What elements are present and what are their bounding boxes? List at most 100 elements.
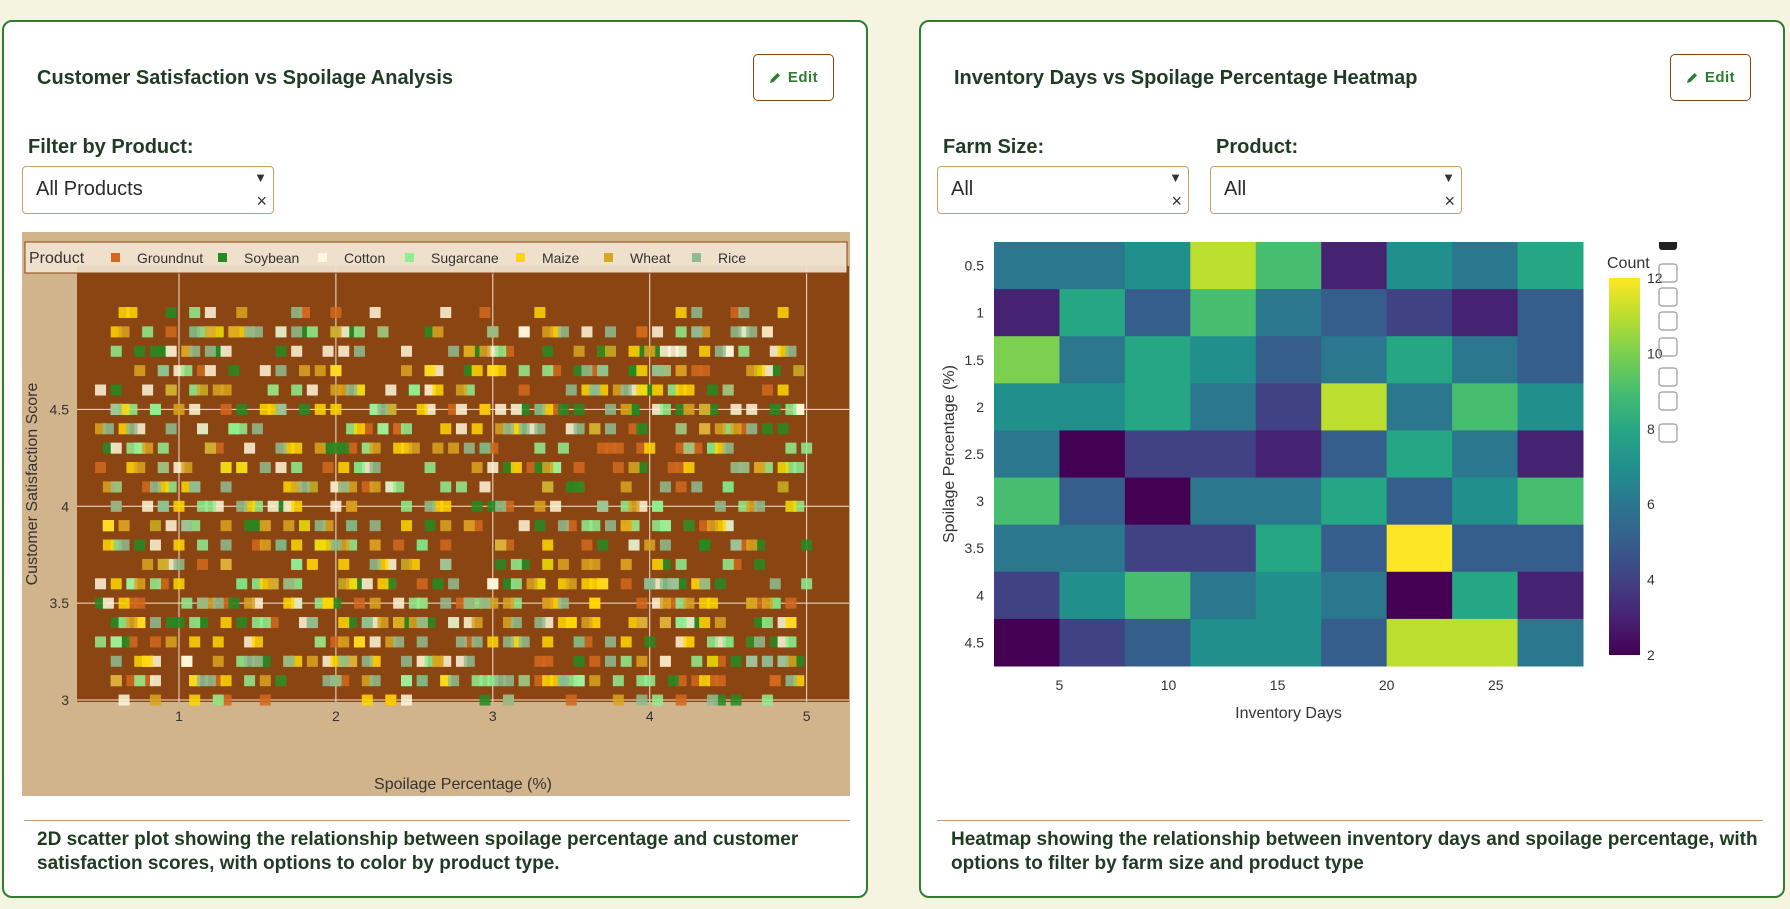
zoom-out-icon[interactable] [1658,287,1678,307]
scatter-point [510,636,522,648]
chevron-down-icon[interactable]: ▼ [254,170,267,185]
farm-size-select[interactable]: All ▼ × [937,166,1189,214]
scatter-point [659,578,671,590]
scatter-point [597,442,609,454]
scatter-point [471,520,483,532]
scatter-x-tick-label: 3 [489,708,497,724]
scatter-point [510,558,522,570]
heatmap-cell [1386,477,1453,526]
scatter-point [220,617,232,629]
scatter-point [361,462,373,474]
scatter-point [730,326,742,338]
scatter-point [557,578,569,590]
product-filter-select[interactable]: All Products ▼ × [22,166,274,214]
scatter-point [110,481,122,493]
scatter-point [197,326,209,338]
scatter-point [251,597,263,609]
scatter-point [463,384,475,396]
scatter-point [189,481,201,493]
scatter-point [628,539,640,551]
scatter-point [597,365,609,377]
reset-axes-icon[interactable] [1658,337,1678,357]
scatter-legend-swatch [405,253,414,262]
scatter-point [197,423,209,435]
chevron-down-icon[interactable]: ▼ [1442,170,1455,185]
scatter-point [95,636,107,648]
scatter-point [769,365,781,377]
scatter-point [228,597,240,609]
zoom-icon[interactable] [1658,367,1678,387]
scatter-point [181,462,193,474]
scatter-point [338,675,350,687]
product-select[interactable]: All ▼ × [1210,166,1462,214]
scatter-point [471,617,483,629]
clear-icon[interactable]: × [256,191,267,211]
scatter-point [173,365,185,377]
scatter-point [503,500,515,512]
scatter-point [644,578,656,590]
scatter-point [448,675,460,687]
scatter-point [644,384,656,396]
scatter-point [518,520,530,532]
scatter-point [236,326,248,338]
scatter-point [722,442,734,454]
scatter-point [542,655,554,667]
scatter-point [714,694,726,706]
scatter-point [471,423,483,435]
scatter-point [440,520,452,532]
scatter-point [236,578,248,590]
scatter-point [589,655,601,667]
scatter-point [306,481,318,493]
scatter-point [440,558,452,570]
scatter-point [636,384,648,396]
scatter-point [573,675,585,687]
scatter-point [659,597,671,609]
scatter-point [353,384,365,396]
chevron-down-icon[interactable]: ▼ [1169,170,1182,185]
scatter-point [675,675,687,687]
scatter-point [424,384,436,396]
scatter-chart[interactable]: 1 2 3 4 5 3 3.5 4 4.5 Product Groundnut Soybean Cott… [22,232,850,796]
scatter-point [181,597,193,609]
scatter-point [550,326,562,338]
scatter-x-tick-label: 1 [175,708,183,724]
heatmap-edit-button[interactable]: Edit [1670,54,1751,101]
scatter-edit-button[interactable]: Edit [753,54,834,101]
scatter-point [244,500,256,512]
scatter-point [118,403,130,415]
scatter-point [659,345,671,357]
scatter-point [691,307,703,319]
scatter-point [314,403,326,415]
heatmap-cell [1124,383,1191,431]
zoom-in-icon[interactable] [1658,263,1678,283]
heatmap-chart[interactable]: 5 10 15 20 25 0.5 1 1.5 2 2.5 3 3.5 4 4.5 Inventory Da… [939,242,1769,822]
scatter-point [385,636,397,648]
scatter-point [565,520,577,532]
scatter-point [432,384,444,396]
scatter-point [142,675,154,687]
scatter-point [126,462,138,474]
clear-icon[interactable]: × [1171,191,1182,211]
scatter-point [628,365,640,377]
scatter-point [338,442,350,454]
scatter-point [204,597,216,609]
scatter-point [730,307,742,319]
scatter-point [204,675,216,687]
heatmap-y-tick-label: 0.5 [965,258,985,274]
camera-icon[interactable] [1658,423,1678,443]
scatter-point [706,384,718,396]
autoscale-icon[interactable] [1658,311,1678,331]
scatter-point [118,617,130,629]
clear-icon[interactable]: × [1444,191,1455,211]
scatter-point [699,403,711,415]
scatter-point [510,423,522,435]
scatter-legend-swatch [318,253,327,262]
plotly-logo-icon[interactable] [1659,242,1677,250]
pan-icon[interactable] [1658,391,1678,411]
scatter-point [110,326,122,338]
scatter-point [518,365,530,377]
heatmap-cell [1517,430,1584,479]
scatter-point [667,462,679,474]
scatter-point [604,655,616,667]
scatter-point [730,423,742,435]
